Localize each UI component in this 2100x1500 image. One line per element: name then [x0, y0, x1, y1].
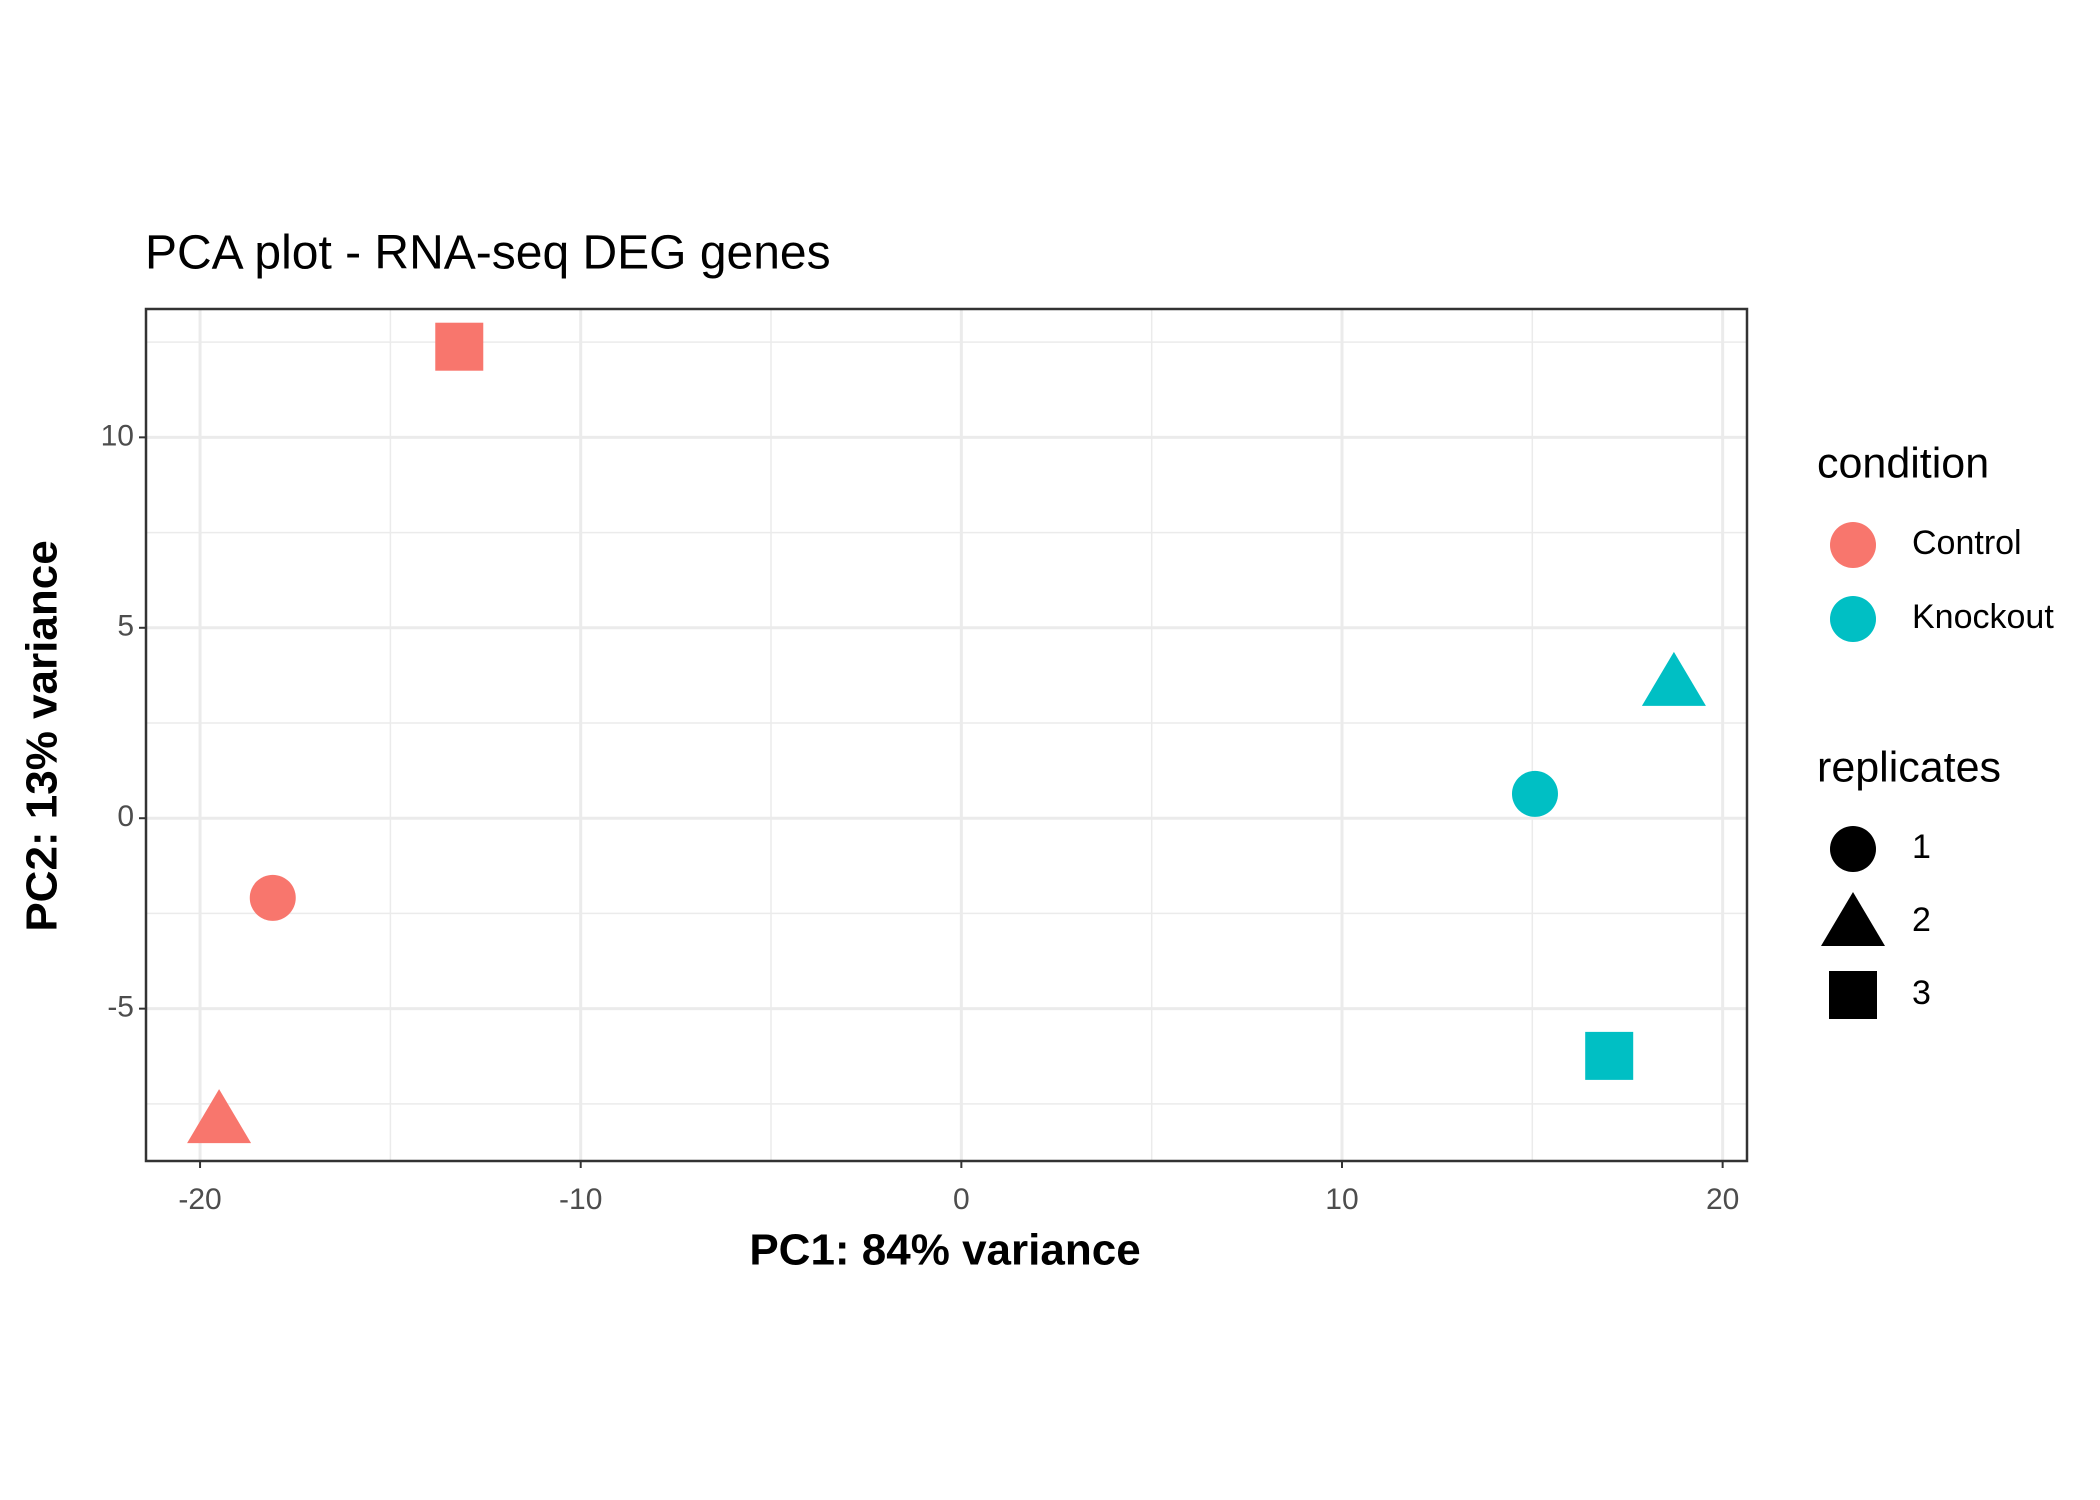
legend-key — [1830, 596, 1876, 642]
legend-key — [1821, 892, 1885, 946]
point — [435, 322, 484, 371]
legend-key — [1830, 522, 1876, 568]
plot-border — [144, 307, 1749, 1163]
legend-key — [1829, 971, 1877, 1019]
point — [1511, 770, 1558, 817]
y-tick-label: 5 — [117, 610, 134, 643]
legend-label: Knockout — [1912, 598, 2054, 636]
y-tick-label: -5 — [107, 991, 134, 1024]
legend-label: 1 — [1912, 828, 1931, 866]
legend-label: 2 — [1912, 901, 1931, 939]
point — [187, 1089, 252, 1144]
chart-title: PCA plot - RNA-seq DEG genes — [145, 227, 831, 280]
x-tick-label: 20 — [1706, 1183, 1739, 1216]
legend-label: Control — [1912, 524, 2022, 562]
y-axis-title: PC2: 13% variance — [18, 540, 67, 931]
x-tick-label: 0 — [953, 1183, 970, 1216]
y-tick-label: 10 — [101, 419, 134, 452]
legend-label: 3 — [1912, 974, 1931, 1012]
point — [249, 874, 296, 921]
legend-title: condition — [1817, 439, 1989, 487]
x-axis-title: PC1: 84% variance — [749, 1226, 1140, 1275]
point — [1585, 1031, 1634, 1080]
x-tick-label: 10 — [1325, 1183, 1358, 1216]
x-tick-label: -10 — [559, 1183, 602, 1216]
y-tick-label: 0 — [117, 800, 134, 833]
legend-key — [1830, 826, 1876, 872]
legend-title: replicates — [1817, 743, 2001, 791]
point — [1641, 651, 1706, 706]
x-tick-label: -20 — [178, 1183, 221, 1216]
